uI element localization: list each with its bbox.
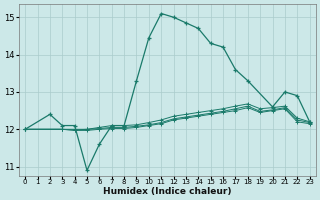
X-axis label: Humidex (Indice chaleur): Humidex (Indice chaleur) (103, 187, 232, 196)
